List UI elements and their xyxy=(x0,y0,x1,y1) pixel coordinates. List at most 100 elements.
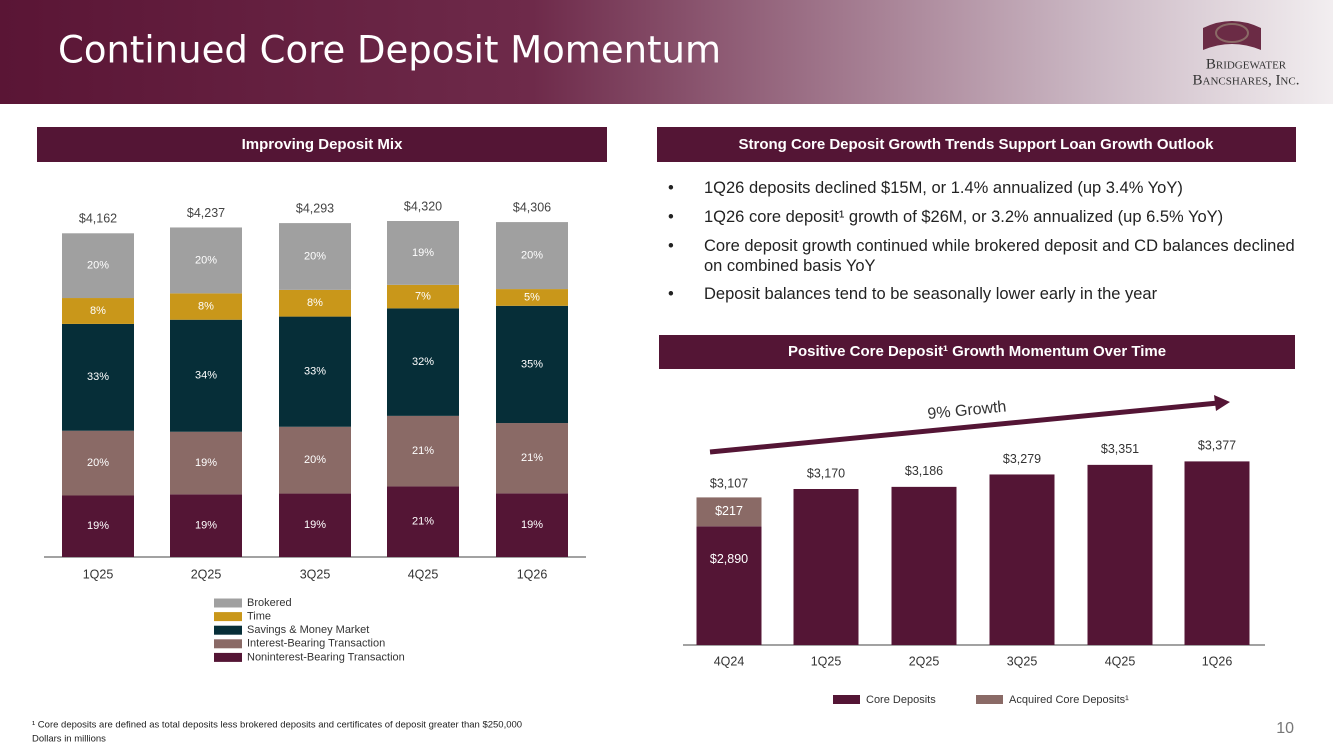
header-band xyxy=(0,0,1333,104)
data-label: 19% xyxy=(412,247,434,259)
bar-segment xyxy=(387,284,459,309)
legend-label: Brokered xyxy=(247,597,292,609)
data-label: 35% xyxy=(521,358,543,370)
bullet-text: Core deposit growth continued while brok… xyxy=(704,237,1295,275)
legend-swatch xyxy=(976,695,1003,704)
legend-label: Savings & Money Market xyxy=(247,624,369,636)
bar-segment xyxy=(387,221,459,285)
data-label: 20% xyxy=(195,254,217,266)
x-tick-label: 2Q25 xyxy=(909,654,940,668)
bar xyxy=(989,474,1055,645)
section-heading-box xyxy=(37,127,607,162)
data-label: 20% xyxy=(87,457,109,469)
section-heading: Positive Core Deposit¹ Growth Momentum O… xyxy=(788,343,1166,360)
slide-title: Continued Core Deposit Momentum xyxy=(58,29,721,72)
total-label: $4,320 xyxy=(404,199,442,213)
x-tick-label: 1Q25 xyxy=(811,654,842,668)
page-number: 10 xyxy=(1276,720,1294,737)
data-label: 21% xyxy=(412,445,434,457)
bullet-text: 1Q26 core deposit¹ growth of $26M, or 3.… xyxy=(704,208,1224,226)
bullet-text: 1Q26 deposits declined $15M, or 1.4% ann… xyxy=(704,179,1183,197)
data-label: 20% xyxy=(304,250,326,262)
bar-segment xyxy=(496,289,568,306)
bar-segment xyxy=(279,289,351,317)
x-tick-label: 1Q26 xyxy=(517,567,548,581)
growth-arrow xyxy=(709,400,1219,455)
data-label: 20% xyxy=(304,454,326,466)
data-label: 20% xyxy=(87,260,109,272)
section-heading-box xyxy=(657,127,1296,162)
x-tick-label: 4Q24 xyxy=(714,654,745,668)
bar xyxy=(793,489,859,645)
data-label: $3,170 xyxy=(807,466,845,480)
legend-swatch xyxy=(214,625,242,635)
x-tick-label: 1Q25 xyxy=(83,567,114,581)
bar-segment xyxy=(170,494,242,557)
x-tick-label: 3Q25 xyxy=(1007,654,1038,668)
growth-arrowhead xyxy=(1214,395,1230,411)
bar xyxy=(696,526,762,645)
bar-segment xyxy=(62,495,134,557)
total-label: $3,107 xyxy=(710,477,748,491)
bar-segment xyxy=(62,323,134,431)
footnote: Dollars in millions xyxy=(32,734,106,745)
legend-swatch xyxy=(214,612,242,622)
data-label: 19% xyxy=(195,457,217,469)
data-label: 19% xyxy=(195,520,217,532)
data-label: 8% xyxy=(90,305,106,317)
data-label: 8% xyxy=(198,300,214,312)
bullet: • 1Q26 core deposit¹ growth of $26M, or 3… xyxy=(668,207,1298,227)
logo-text: Bancshares, Inc. xyxy=(1193,72,1300,88)
legend-swatch xyxy=(214,652,242,662)
data-label: 19% xyxy=(87,520,109,532)
x-tick-label: 4Q25 xyxy=(1105,654,1136,668)
data-label: 21% xyxy=(521,452,543,464)
x-tick-label: 1Q26 xyxy=(1202,654,1233,668)
bar-segment xyxy=(62,233,134,299)
legend-swatch xyxy=(214,598,242,608)
bar-segment xyxy=(279,223,351,290)
section-heading: Strong Core Deposit Growth Trends Suppor… xyxy=(739,136,1215,153)
bar xyxy=(1087,464,1153,645)
data-label: 32% xyxy=(412,356,434,368)
bar-segment xyxy=(387,486,459,557)
annotation: 9% Growth xyxy=(927,398,1007,423)
data-label: 33% xyxy=(87,371,109,383)
bar-segment xyxy=(496,222,568,290)
bar-segment xyxy=(170,431,242,495)
data-label: 5% xyxy=(524,291,540,303)
bar-segment xyxy=(170,319,242,432)
bar xyxy=(1184,461,1250,645)
legend-label: Noninterest-Bearing Transaction xyxy=(247,651,405,663)
bar xyxy=(891,486,957,645)
bullet-text: Deposit balances tend to be seasonally l… xyxy=(704,285,1158,303)
legend-swatch xyxy=(833,695,860,704)
bullet: • 1Q26 deposits declined $15M, or 1.4% an… xyxy=(668,178,1298,198)
data-label: $3,351 xyxy=(1101,442,1139,456)
data-label: $217 xyxy=(715,504,743,518)
total-label: $4,237 xyxy=(187,206,225,220)
logo-text: Bridgewater xyxy=(1206,56,1287,72)
bar-segment xyxy=(170,293,242,320)
x-tick-label: 3Q25 xyxy=(300,567,331,581)
section-heading: Improving Deposit Mix xyxy=(242,136,404,153)
x-tick-label: 2Q25 xyxy=(191,567,222,581)
bar-segment xyxy=(496,423,568,494)
bullet: • Core deposit growth continued while bro… xyxy=(668,236,1298,276)
logo xyxy=(1203,21,1261,50)
bar-segment xyxy=(62,430,134,496)
legend-label: Time xyxy=(247,611,271,623)
bullet: • Deposit balances tend to be seasonally … xyxy=(668,284,1298,304)
bar-segment xyxy=(62,298,134,324)
bar-segment xyxy=(696,497,762,527)
data-label: 19% xyxy=(304,519,326,531)
data-label: 33% xyxy=(304,366,326,378)
bar-segment xyxy=(387,308,459,416)
data-label: 7% xyxy=(415,291,431,303)
data-label: 19% xyxy=(521,519,543,531)
bar-segment xyxy=(170,227,242,294)
total-label: $4,293 xyxy=(296,201,334,215)
legend-label: Core Deposits xyxy=(866,694,936,706)
data-label: $3,279 xyxy=(1003,452,1041,466)
bar-segment xyxy=(496,305,568,424)
